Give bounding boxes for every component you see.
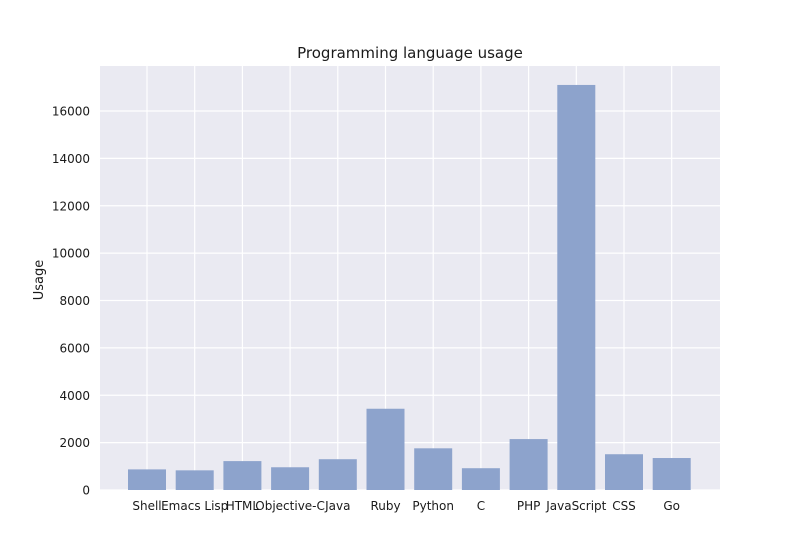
bar-shell [128, 469, 166, 490]
y-tick-label: 10000 [52, 247, 90, 261]
bars [128, 84, 691, 491]
y-tick-label: 0 [82, 484, 90, 498]
y-tick-label: 8000 [59, 294, 90, 308]
x-tick-label: Objective-C [255, 499, 325, 513]
x-tick-label: Python [412, 499, 454, 513]
plot-area [100, 66, 720, 490]
bar-css [605, 454, 643, 490]
bar-go [652, 458, 691, 490]
bar-java [318, 459, 357, 490]
y-tick-label: 6000 [59, 341, 90, 355]
bar-python [414, 448, 453, 490]
y-axis-label: Usage [32, 260, 47, 301]
bar-c [461, 468, 500, 490]
y-axis-ticks: 0 2000 4000 6000 8000 10000 12000 14000 16000 [52, 105, 90, 498]
y-tick-label: 4000 [59, 389, 90, 403]
bar-html [223, 461, 262, 490]
x-tick-label: HTML [226, 499, 260, 513]
chart-title: Programming language usage [297, 44, 523, 62]
grid-lines [100, 66, 720, 491]
bar-objective-c [271, 467, 310, 490]
x-tick-label: Go [663, 499, 680, 513]
x-tick-label: CSS [612, 499, 636, 513]
x-tick-label: Java [324, 499, 350, 513]
x-tick-label: Shell [132, 499, 161, 513]
y-tick-label: 12000 [52, 199, 90, 213]
bar-php [509, 439, 548, 490]
x-tick-label: JavaScript [545, 499, 606, 513]
y-tick-label: 2000 [59, 436, 90, 450]
bar-emacs-lisp [175, 470, 214, 490]
bar-javascript [557, 84, 596, 491]
x-tick-label: C [477, 499, 485, 513]
x-tick-label: PHP [517, 499, 541, 513]
x-tick-label: Ruby [370, 499, 400, 513]
x-tick-label: Emacs Lisp [161, 499, 228, 513]
y-tick-label: 14000 [52, 152, 90, 166]
bar-ruby [366, 408, 405, 490]
y-tick-label: 16000 [52, 105, 90, 119]
